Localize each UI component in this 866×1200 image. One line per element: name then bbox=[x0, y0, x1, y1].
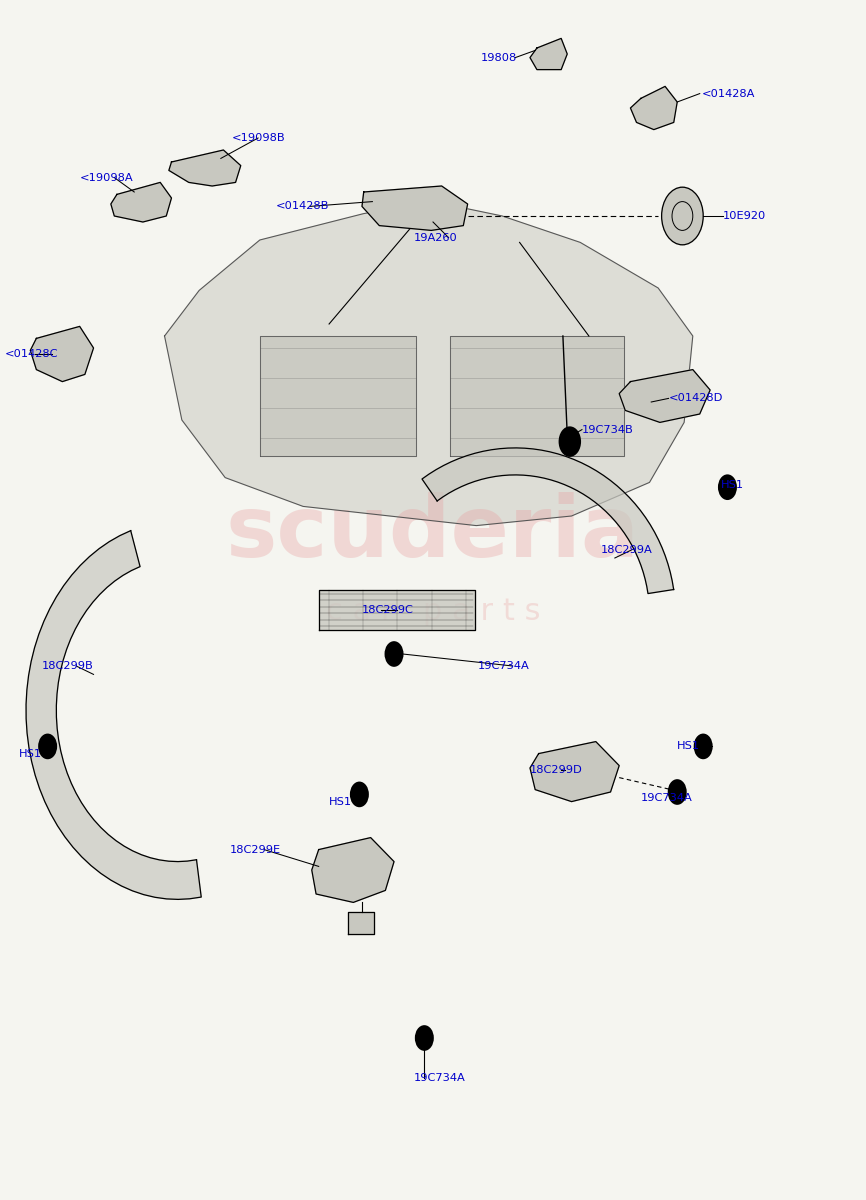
Text: scuderia: scuderia bbox=[226, 492, 640, 576]
Text: HS1: HS1 bbox=[329, 797, 352, 806]
Text: <19098B: <19098B bbox=[232, 133, 286, 143]
Text: 18C299D: 18C299D bbox=[530, 766, 583, 775]
Text: 19C734A: 19C734A bbox=[641, 793, 693, 803]
Text: <01428A: <01428A bbox=[701, 89, 755, 98]
Text: 10E920: 10E920 bbox=[723, 211, 766, 221]
Polygon shape bbox=[26, 530, 201, 899]
Text: HS1: HS1 bbox=[19, 749, 42, 758]
Polygon shape bbox=[422, 448, 674, 594]
Circle shape bbox=[559, 427, 580, 456]
Text: 19C734B: 19C734B bbox=[582, 425, 634, 434]
Text: <01428B: <01428B bbox=[275, 202, 329, 211]
Circle shape bbox=[669, 780, 686, 804]
Circle shape bbox=[385, 642, 403, 666]
Text: 19C734A: 19C734A bbox=[478, 661, 530, 671]
Circle shape bbox=[416, 1026, 433, 1050]
Text: <01428C: <01428C bbox=[4, 349, 58, 359]
Polygon shape bbox=[30, 326, 94, 382]
Text: <19098A: <19098A bbox=[80, 173, 133, 182]
Text: 19C734A: 19C734A bbox=[414, 1073, 466, 1082]
Polygon shape bbox=[630, 86, 677, 130]
Polygon shape bbox=[530, 38, 567, 70]
Text: <01428D: <01428D bbox=[669, 394, 723, 403]
Text: HS1: HS1 bbox=[677, 742, 701, 751]
Text: HS1: HS1 bbox=[721, 480, 744, 490]
Text: 19A260: 19A260 bbox=[414, 233, 458, 242]
Text: 18C299C: 18C299C bbox=[362, 605, 414, 614]
Circle shape bbox=[719, 475, 736, 499]
Text: 18C299B: 18C299B bbox=[42, 661, 94, 671]
Polygon shape bbox=[530, 742, 619, 802]
Circle shape bbox=[39, 734, 56, 758]
Circle shape bbox=[351, 782, 368, 806]
Text: 18C299A: 18C299A bbox=[601, 545, 653, 554]
Polygon shape bbox=[111, 182, 171, 222]
Polygon shape bbox=[362, 186, 468, 230]
Text: 18C299E: 18C299E bbox=[229, 845, 281, 854]
Polygon shape bbox=[260, 336, 416, 456]
Text: c a r   p a r t s: c a r p a r t s bbox=[326, 598, 540, 626]
Polygon shape bbox=[312, 838, 394, 902]
Circle shape bbox=[662, 187, 703, 245]
Polygon shape bbox=[348, 912, 374, 934]
Polygon shape bbox=[450, 336, 624, 456]
Circle shape bbox=[695, 734, 712, 758]
Polygon shape bbox=[169, 150, 241, 186]
Text: 19808: 19808 bbox=[481, 53, 517, 62]
Polygon shape bbox=[319, 590, 475, 630]
Polygon shape bbox=[165, 202, 693, 526]
Polygon shape bbox=[619, 370, 710, 422]
